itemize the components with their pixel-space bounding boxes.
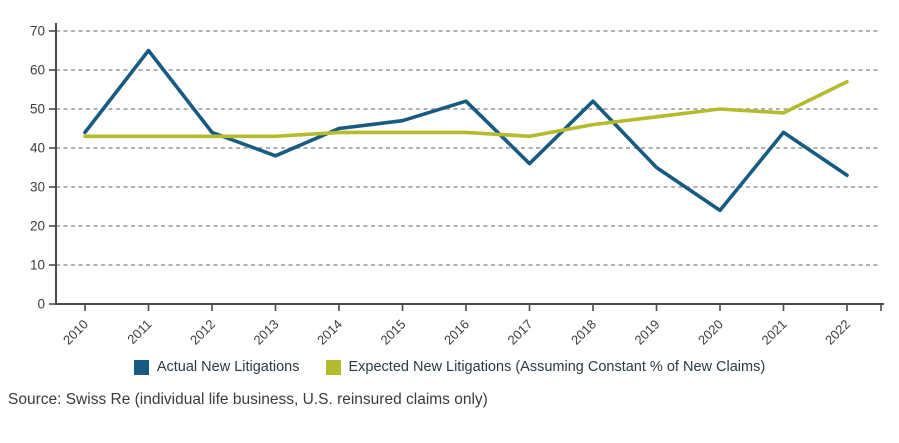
x-tick-label: 2021	[759, 317, 790, 348]
legend-label: Actual New Litigations	[156, 359, 300, 375]
y-tick-label: 50	[30, 102, 45, 117]
source-note: Source: Swiss Re (individual life busine…	[8, 391, 488, 408]
x-tick-label: 2013	[251, 317, 282, 348]
x-tick-label: 2011	[124, 317, 154, 347]
x-tick-label: 2014	[314, 317, 345, 348]
legend-swatch-icon	[325, 359, 341, 375]
x-tick-label: 2016	[441, 317, 472, 348]
x-tick-label: 2017	[505, 317, 536, 348]
chart-legend: Actual New Litigations Expected New Litig…	[0, 355, 899, 379]
legend-item-actual: Actual New Litigations	[133, 359, 300, 375]
y-tick-label: 10	[30, 258, 45, 273]
x-tick-label: 2015	[378, 317, 409, 348]
legend-label: Expected New Litigations (Assuming Const…	[348, 359, 766, 375]
litigation-line-chart: 0 10 20 30 40 50 60 70 2010 2011 2012 2013 2014 2015 2…	[30, 23, 884, 348]
x-tick-label: 2018	[568, 317, 599, 348]
y-tick-label: 70	[30, 24, 45, 39]
y-tick-label: 0	[37, 297, 45, 312]
y-tick-label: 30	[30, 180, 45, 195]
x-tick-label: 2022	[822, 317, 853, 348]
x-tick-label: 2010	[60, 317, 91, 348]
x-tick-label: 2012	[187, 317, 218, 348]
y-tick-label: 40	[30, 141, 45, 156]
x-tick-label: 2019	[632, 317, 663, 348]
x-tick-label: 2020	[695, 317, 726, 348]
legend-item-expected: Expected New Litigations (Assuming Const…	[325, 359, 766, 375]
y-tick-label: 20	[30, 219, 45, 234]
series-line-expected	[83, 79, 849, 139]
legend-swatch-icon	[133, 359, 149, 375]
y-tick-label: 60	[30, 63, 45, 78]
series-line-actual	[83, 48, 849, 213]
